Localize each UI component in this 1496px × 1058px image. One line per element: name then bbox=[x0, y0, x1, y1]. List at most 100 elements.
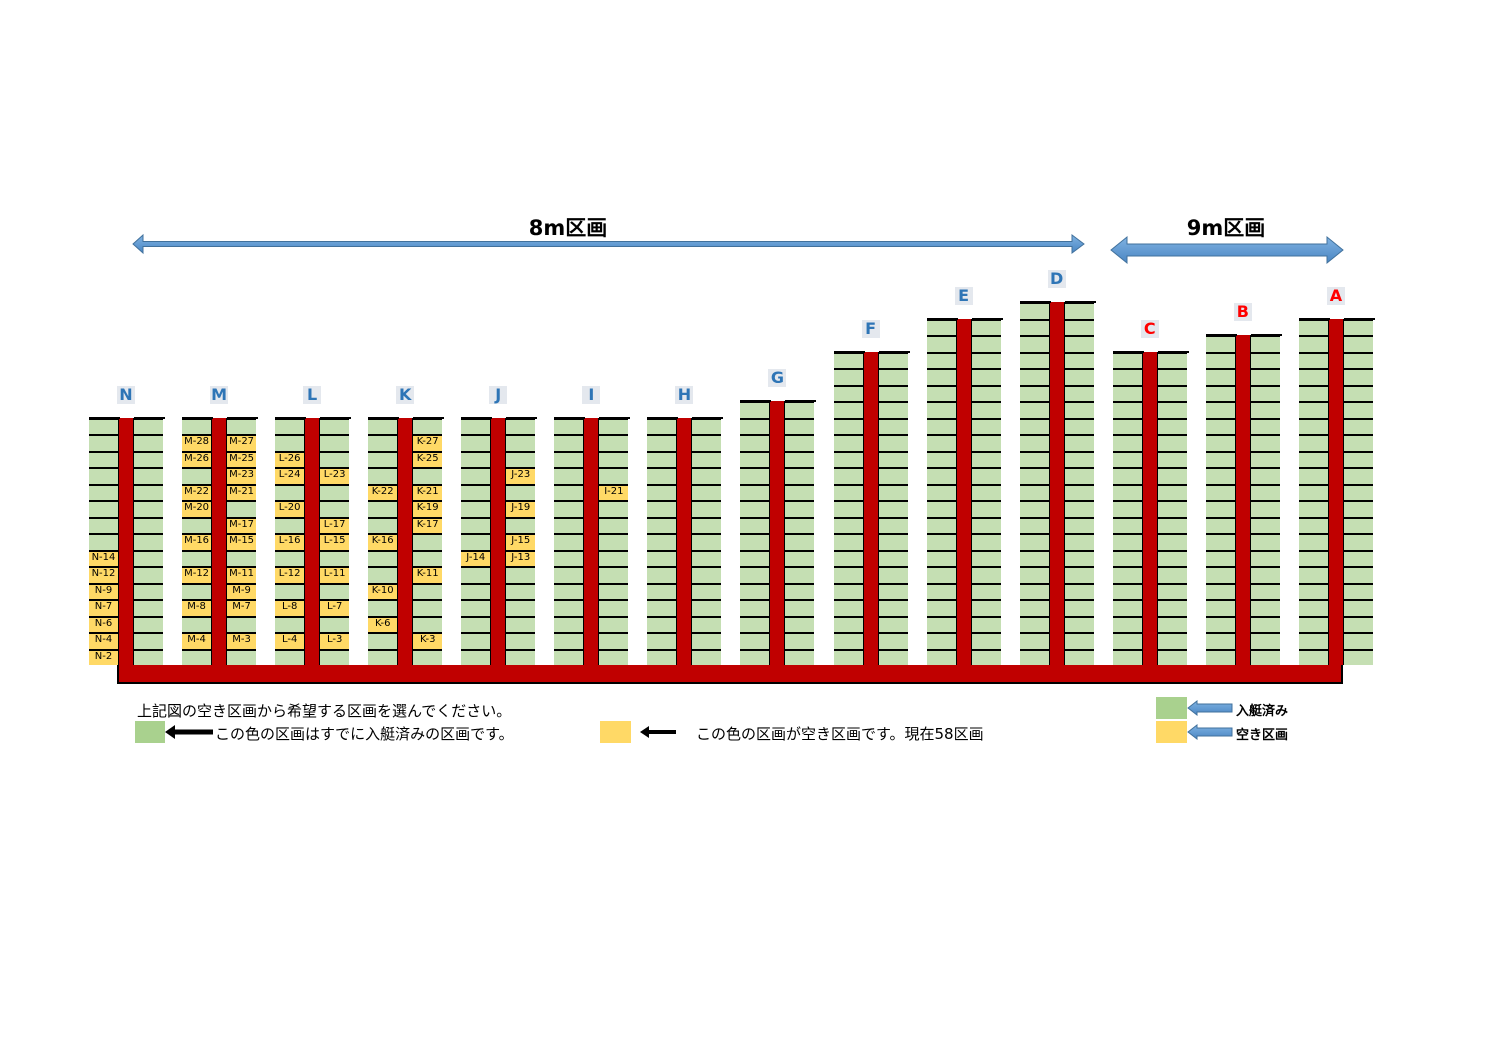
vacant-slot[interactable]: K-6 bbox=[368, 615, 398, 632]
occupied-slot bbox=[1157, 500, 1187, 517]
vacant-slot[interactable]: N-14 bbox=[89, 549, 118, 566]
occupied-slot bbox=[1298, 582, 1328, 599]
vacant-slot[interactable]: L-11 bbox=[320, 566, 350, 583]
vacant-slot[interactable]: K-22 bbox=[368, 483, 398, 500]
occupied-slot bbox=[740, 434, 770, 451]
occupied-slot bbox=[1157, 615, 1187, 632]
slot-number: L-23 bbox=[323, 469, 346, 480]
occupied-slot bbox=[554, 417, 584, 434]
vacant-slot[interactable]: N-6 bbox=[89, 615, 118, 632]
vacant-slot[interactable]: L-23 bbox=[320, 467, 350, 484]
occupied-slot bbox=[1298, 417, 1328, 434]
vacant-slot[interactable]: N-12 bbox=[89, 566, 118, 583]
occupied-slot bbox=[785, 417, 815, 434]
vacant-slot[interactable]: K-21 bbox=[413, 483, 443, 500]
vacant-slot[interactable]: L-26 bbox=[275, 450, 305, 467]
vacant-slot[interactable]: L-20 bbox=[275, 500, 305, 517]
occupied-slot bbox=[1205, 582, 1235, 599]
slot-number: M-7 bbox=[232, 601, 251, 612]
vacant-slot[interactable]: M-16 bbox=[182, 533, 212, 550]
occupied-slot bbox=[134, 417, 163, 434]
vacant-slot[interactable]: M-20 bbox=[182, 500, 212, 517]
vacant-slot[interactable]: L-4 bbox=[275, 632, 305, 649]
occupied-slot bbox=[1250, 401, 1280, 418]
vacant-slot[interactable]: M-12 bbox=[182, 566, 212, 583]
occupied-slot bbox=[878, 549, 908, 566]
vacant-slot[interactable]: N-7 bbox=[89, 599, 118, 616]
occupied-slot bbox=[1157, 599, 1187, 616]
occupied-slot bbox=[1064, 648, 1094, 665]
slot-number: K-22 bbox=[371, 485, 394, 497]
vacant-slot[interactable]: N-2 bbox=[89, 648, 118, 665]
occupied-slot bbox=[1343, 582, 1373, 599]
slot-number: M-25 bbox=[229, 452, 255, 464]
occupied-slot bbox=[1019, 483, 1049, 500]
vacant-slot[interactable]: K-17 bbox=[413, 516, 443, 533]
vacant-slot[interactable]: K-27 bbox=[413, 434, 443, 451]
occupied-slot bbox=[647, 417, 677, 434]
vacant-slot[interactable]: M-15 bbox=[227, 533, 257, 550]
vacant-slot[interactable]: M-27 bbox=[227, 434, 257, 451]
vacant-slot[interactable]: J-23 bbox=[506, 467, 536, 484]
vacant-slot[interactable]: M-22 bbox=[182, 483, 212, 500]
vacant-slot[interactable]: K-25 bbox=[413, 450, 443, 467]
vacant-slot[interactable]: M-21 bbox=[227, 483, 257, 500]
vacant-slot[interactable]: L-17 bbox=[320, 516, 350, 533]
vacant-slot[interactable]: N-4 bbox=[89, 632, 118, 649]
occupied-slot bbox=[878, 632, 908, 649]
occupied-slot bbox=[1298, 500, 1328, 517]
vacant-slot[interactable]: M-4 bbox=[182, 632, 212, 649]
occupied-slot bbox=[1019, 582, 1049, 599]
occupied-slot bbox=[740, 467, 770, 484]
vacant-slot[interactable]: K-11 bbox=[413, 566, 443, 583]
occupied-slot bbox=[275, 417, 305, 434]
occupied-slot bbox=[134, 434, 163, 451]
vacant-slot[interactable]: L-24 bbox=[275, 467, 305, 484]
vacant-slot[interactable]: M-28 bbox=[182, 434, 212, 451]
vacant-color-swatch bbox=[600, 721, 631, 743]
vacant-slot[interactable]: M-17 bbox=[227, 516, 257, 533]
vacant-slot[interactable]: M-23 bbox=[227, 467, 257, 484]
occupied-slot bbox=[926, 434, 956, 451]
vacant-slot[interactable]: L-3 bbox=[320, 632, 350, 649]
vacant-slot[interactable]: I-21 bbox=[599, 483, 629, 500]
occupied-slot bbox=[134, 566, 163, 583]
vacant-slot[interactable]: M-11 bbox=[227, 566, 257, 583]
vacant-slot[interactable]: M-8 bbox=[182, 599, 212, 616]
vacant-slot[interactable]: L-15 bbox=[320, 533, 350, 550]
vacant-slot[interactable]: K-3 bbox=[413, 632, 443, 649]
occupied-slot bbox=[1298, 450, 1328, 467]
occupied-slot bbox=[785, 467, 815, 484]
occupied-slot bbox=[1064, 368, 1094, 385]
vacant-slot[interactable]: K-19 bbox=[413, 500, 443, 517]
vacant-slot[interactable]: L-16 bbox=[275, 533, 305, 550]
vacant-slot[interactable]: M-25 bbox=[227, 450, 257, 467]
vacant-slot[interactable]: L-8 bbox=[275, 599, 305, 616]
occupied-slot bbox=[740, 533, 770, 550]
vacant-slot[interactable]: L-7 bbox=[320, 599, 350, 616]
occupied-slot bbox=[647, 549, 677, 566]
vacant-slot[interactable]: L-12 bbox=[275, 566, 305, 583]
occupied-slot bbox=[1064, 566, 1094, 583]
vacant-slot[interactable]: M-9 bbox=[227, 582, 257, 599]
vacant-slot[interactable]: M-7 bbox=[227, 599, 257, 616]
occupied-slot bbox=[413, 615, 443, 632]
vacant-slot[interactable]: J-19 bbox=[506, 500, 536, 517]
slot-number: N-6 bbox=[94, 617, 113, 629]
occupied-slot bbox=[1157, 401, 1187, 418]
vacant-slot[interactable]: M-3 bbox=[227, 632, 257, 649]
occupied-slot bbox=[1343, 483, 1373, 500]
vacant-slot[interactable]: J-14 bbox=[461, 549, 491, 566]
vacant-slot[interactable]: K-10 bbox=[368, 582, 398, 599]
occupied-slot bbox=[1157, 351, 1187, 368]
vacant-slot[interactable]: J-15 bbox=[506, 533, 536, 550]
vacant-slot[interactable]: K-16 bbox=[368, 533, 398, 550]
vacant-slot[interactable]: M-26 bbox=[182, 450, 212, 467]
vacant-slot[interactable]: J-13 bbox=[506, 549, 536, 566]
occupied-slot bbox=[1343, 599, 1373, 616]
occupied-slot bbox=[1019, 351, 1049, 368]
occupied-slot bbox=[1343, 467, 1373, 484]
occupied-slot bbox=[692, 533, 722, 550]
occupied-slot bbox=[413, 582, 443, 599]
vacant-slot[interactable]: N-9 bbox=[89, 582, 118, 599]
